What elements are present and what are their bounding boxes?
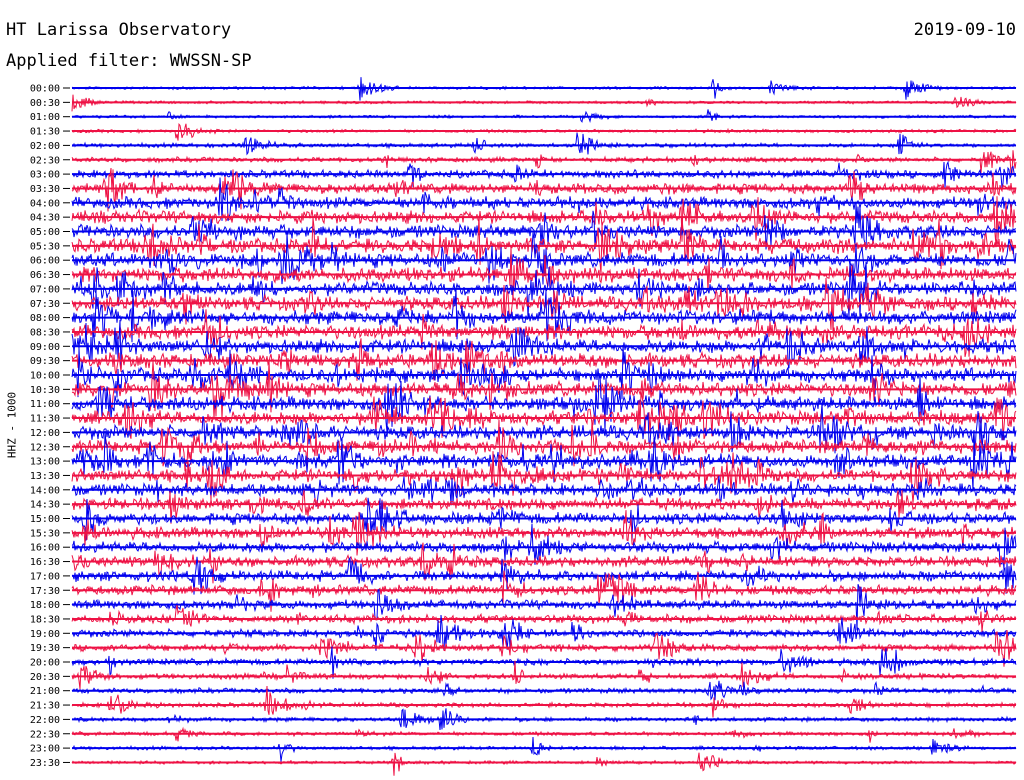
row-time-label: 11:00 <box>30 399 60 410</box>
row-time-label: 20:00 <box>30 658 60 669</box>
row-time-label: 23:30 <box>30 758 60 769</box>
row-time-label: 19:00 <box>30 629 60 640</box>
row-time-label: 16:30 <box>30 557 60 568</box>
row-time-label: 06:30 <box>30 270 60 281</box>
row-time-label: 15:00 <box>30 514 60 525</box>
trace-row <box>71 319 1017 371</box>
row-time-label: 13:30 <box>30 471 60 482</box>
row-time-label: 01:30 <box>30 127 60 138</box>
row-time-label: 22:00 <box>30 715 60 726</box>
row-time-label: 10:30 <box>30 385 60 396</box>
row-time-label: 21:00 <box>30 686 60 697</box>
trace-row <box>71 402 1017 456</box>
row-time-label: 09:00 <box>30 342 60 353</box>
trace-row <box>71 277 1017 334</box>
row-time-label: 23:00 <box>30 744 60 755</box>
row-time-label: 05:00 <box>30 227 60 238</box>
row-time-label: 00:00 <box>30 84 60 95</box>
row-time-label: 07:30 <box>30 299 60 310</box>
row-time-label: 03:00 <box>30 170 60 181</box>
trace-row <box>71 132 1017 156</box>
trace-row <box>71 726 1017 743</box>
row-time-label: 09:30 <box>30 356 60 367</box>
trace-row <box>71 660 1017 690</box>
trace-row <box>71 390 1017 443</box>
trace-row <box>71 556 1017 595</box>
observatory-title: HT Larissa Observatory <box>6 20 232 40</box>
row-time-label: 15:30 <box>30 528 60 539</box>
row-time-label: 17:30 <box>30 586 60 597</box>
row-time-label: 16:00 <box>30 543 60 554</box>
row-time-label: 02:00 <box>30 141 60 152</box>
filter-label: Applied filter: WWSSN-SP <box>6 51 252 71</box>
trace-row <box>71 177 1017 222</box>
row-time-label: 05:30 <box>30 241 60 252</box>
trace-row <box>71 288 1017 343</box>
record-date: 2019-09-10 <box>913 20 1016 40</box>
row-time-label: 14:30 <box>30 500 60 511</box>
row-time-label: 19:30 <box>30 643 60 654</box>
row-time-label: 10:00 <box>30 371 60 382</box>
trace-row <box>71 150 1017 176</box>
row-time-label: 17:00 <box>30 571 60 582</box>
row-time-label: 21:30 <box>30 701 60 712</box>
row-time-label: 03:30 <box>30 184 60 195</box>
row-time-label: 00:30 <box>30 98 60 109</box>
trace-row <box>71 109 1017 123</box>
row-time-label: 20:30 <box>30 672 60 683</box>
trace-row <box>71 523 1017 570</box>
row-time-label: 18:30 <box>30 614 60 625</box>
row-time-label: 22:30 <box>30 729 60 740</box>
row-time-label: 06:00 <box>30 256 60 267</box>
row-time-label: 12:30 <box>30 442 60 453</box>
trace-row <box>71 431 1017 492</box>
trace-row <box>71 232 1017 285</box>
trace-row <box>71 752 1017 776</box>
trace-row <box>71 736 1017 762</box>
row-time-label: 07:00 <box>30 284 60 295</box>
row-time-label: 13:00 <box>30 457 60 468</box>
row-time-label: 11:30 <box>30 414 60 425</box>
row-time-label: 18:00 <box>30 600 60 611</box>
row-time-label: 14:00 <box>30 485 60 496</box>
row-time-label: 08:00 <box>30 313 60 324</box>
row-time-label: 01:00 <box>30 112 60 123</box>
trace-row <box>71 122 1017 141</box>
row-time-label: 04:00 <box>30 198 60 209</box>
row-time-label: 08:30 <box>30 327 60 338</box>
row-time-label: 12:00 <box>30 428 60 439</box>
trace-row <box>71 542 1017 584</box>
row-time-label: 04:30 <box>30 213 60 224</box>
trace-row <box>71 359 1017 420</box>
trace-row <box>71 373 1017 434</box>
row-time-label: 02:30 <box>30 155 60 166</box>
trace-row <box>71 344 1017 400</box>
trace-row <box>71 201 1016 251</box>
